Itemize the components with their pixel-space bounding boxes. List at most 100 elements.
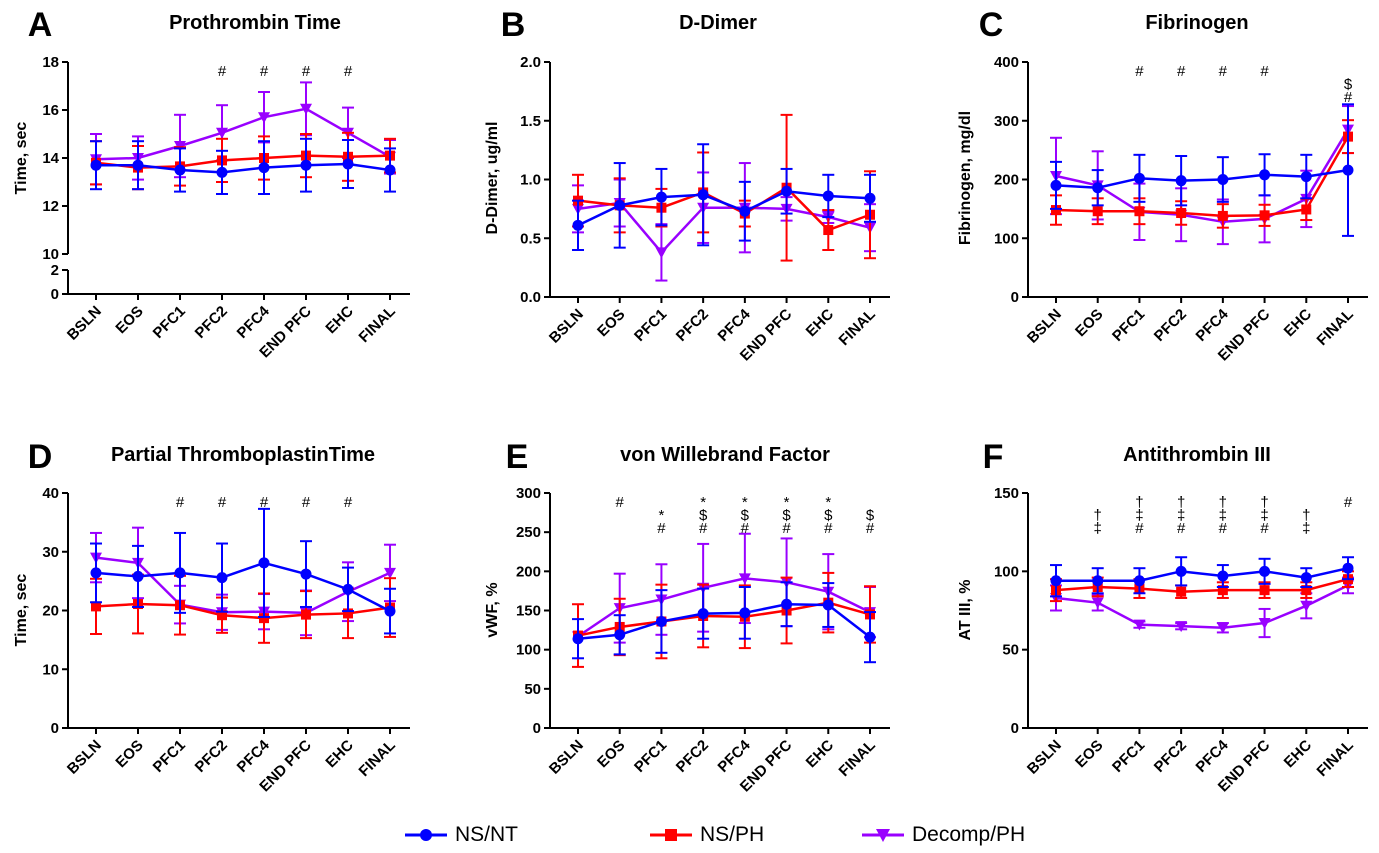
data-point (1133, 619, 1146, 631)
significance-marker: † (1135, 494, 1143, 511)
significance-marker: † (1094, 507, 1102, 524)
x-tick-label: FINAL (356, 737, 399, 780)
panel-b: B D-Dimer D-Dimer, ug/ml 0.0 0.5 1.0 1.5 2.0 BSL… (484, 6, 890, 364)
data-point (258, 162, 270, 174)
y-axis-label: AT III, % (957, 579, 974, 640)
y-tick-label: 400 (994, 54, 1019, 71)
y-axis-label: Time, sec (13, 122, 30, 195)
significance-marker: # (218, 63, 227, 80)
significance-marker: # (260, 494, 269, 511)
data-point (216, 572, 228, 584)
data-point (864, 192, 876, 204)
significance-marker: # (866, 520, 875, 537)
y-axis-label: Fibrinogen, mg/dl (957, 111, 974, 245)
legend-item-ns-nt: NS/NT (405, 818, 518, 852)
data-point (216, 127, 228, 139)
x-tick-label: EOS (112, 737, 146, 771)
panel-a: A Prothrombin Time Time, sec 10 12 14 16 18 0 2 BS… (13, 6, 410, 361)
panel-letter: B (501, 6, 526, 44)
x-tick-label: PFC4 (715, 736, 755, 776)
data-point (1259, 169, 1271, 181)
significance-marker: ‡ (1094, 520, 1102, 537)
data-point (384, 605, 396, 617)
series-ns-nt (572, 581, 876, 664)
legend-item-ns-ph: NS/PH (650, 818, 764, 852)
data-point (572, 219, 584, 231)
significance-marker: † (1302, 507, 1310, 524)
y-tick-label: 250 (516, 524, 541, 541)
y-tick-label: 50 (1002, 642, 1019, 659)
x-tick-label: PFC2 (1151, 306, 1190, 345)
data-point (1300, 572, 1312, 584)
data-point (1342, 562, 1354, 574)
y-tick-label: 0.0 (520, 289, 541, 306)
significance-marker: # (1260, 520, 1269, 537)
x-tick-label: PFC4 (1193, 736, 1233, 776)
y-tick-label: 0 (1011, 720, 1019, 737)
significance-marker: * (825, 494, 831, 511)
series-line (1055, 577, 1349, 593)
x-tick-label: EHC (322, 303, 357, 338)
significance-marker: † (1177, 494, 1185, 511)
y-tick-label: 10 (42, 246, 59, 263)
series-line (577, 577, 871, 638)
data-point (1300, 600, 1313, 612)
data-point (1300, 171, 1312, 183)
legend-item-decomp-ph: Decomp/PH (862, 818, 1025, 852)
data-point (132, 570, 144, 582)
y-tick-label: 40 (42, 485, 59, 502)
data-point (300, 103, 312, 115)
chart-title: Antithrombin III (1123, 444, 1271, 466)
data-point (1175, 621, 1188, 633)
series-decomp-ph (572, 162, 876, 282)
x-tick-label: FINAL (356, 303, 399, 346)
data-point (864, 631, 876, 643)
chart-title: Partial ThromboplastinTime (111, 444, 375, 466)
legend-label: NS/PH (700, 823, 765, 846)
x-tick-label: PFC2 (1151, 737, 1190, 776)
data-point (1217, 174, 1229, 185)
x-tick-label: BSLN (64, 737, 105, 778)
series-ns-nt (1050, 556, 1354, 598)
series-ns-nt (1050, 103, 1354, 237)
significance-marker: † (1260, 494, 1268, 511)
y-tick-label: 20 (42, 603, 59, 620)
data-point (342, 583, 354, 595)
data-point (822, 599, 834, 611)
data-point (1301, 204, 1312, 215)
data-point (216, 166, 228, 178)
panel-letter: D (28, 438, 53, 476)
significance-marker: $ (866, 507, 875, 524)
data-point (1217, 570, 1229, 582)
y-tick-label: 10 (42, 661, 59, 678)
x-tick-label: PFC1 (631, 306, 670, 345)
x-tick-label: PFC1 (631, 737, 670, 776)
x-tick-label: PFC4 (234, 302, 274, 342)
y-tick-label: 0 (533, 720, 541, 737)
data-point (697, 608, 709, 620)
x-tick-label: EHC (322, 737, 357, 772)
chart-title: Prothrombin Time (169, 12, 341, 34)
figure-canvas: A Prothrombin Time Time, sec 10 12 14 16 18 0 2 BS… (13, 6, 1368, 795)
legend-swatch (405, 829, 447, 841)
y-tick-label: 0 (51, 286, 59, 303)
y-tick-label: 0 (1011, 289, 1019, 306)
significance-marker: # (218, 494, 227, 511)
data-point (1176, 586, 1187, 597)
data-point (1133, 172, 1145, 184)
panel-letter: E (506, 438, 529, 476)
significance-marker: # (344, 494, 353, 511)
x-tick-label: BSLN (1024, 737, 1065, 778)
significance-marker: $ (824, 507, 833, 524)
x-tick-label: PFC4 (1193, 305, 1233, 345)
x-tick-label: PFC4 (234, 736, 274, 776)
significance-marker: # (176, 494, 185, 511)
x-tick-label: PFC1 (1109, 306, 1148, 345)
significance-marker: * (700, 494, 706, 511)
data-point (823, 225, 834, 236)
data-point (1259, 210, 1270, 221)
data-point (1342, 164, 1354, 176)
series-line (1056, 566, 1349, 582)
panel-letter: F (983, 438, 1004, 476)
y-tick-label: 1.5 (520, 113, 541, 130)
